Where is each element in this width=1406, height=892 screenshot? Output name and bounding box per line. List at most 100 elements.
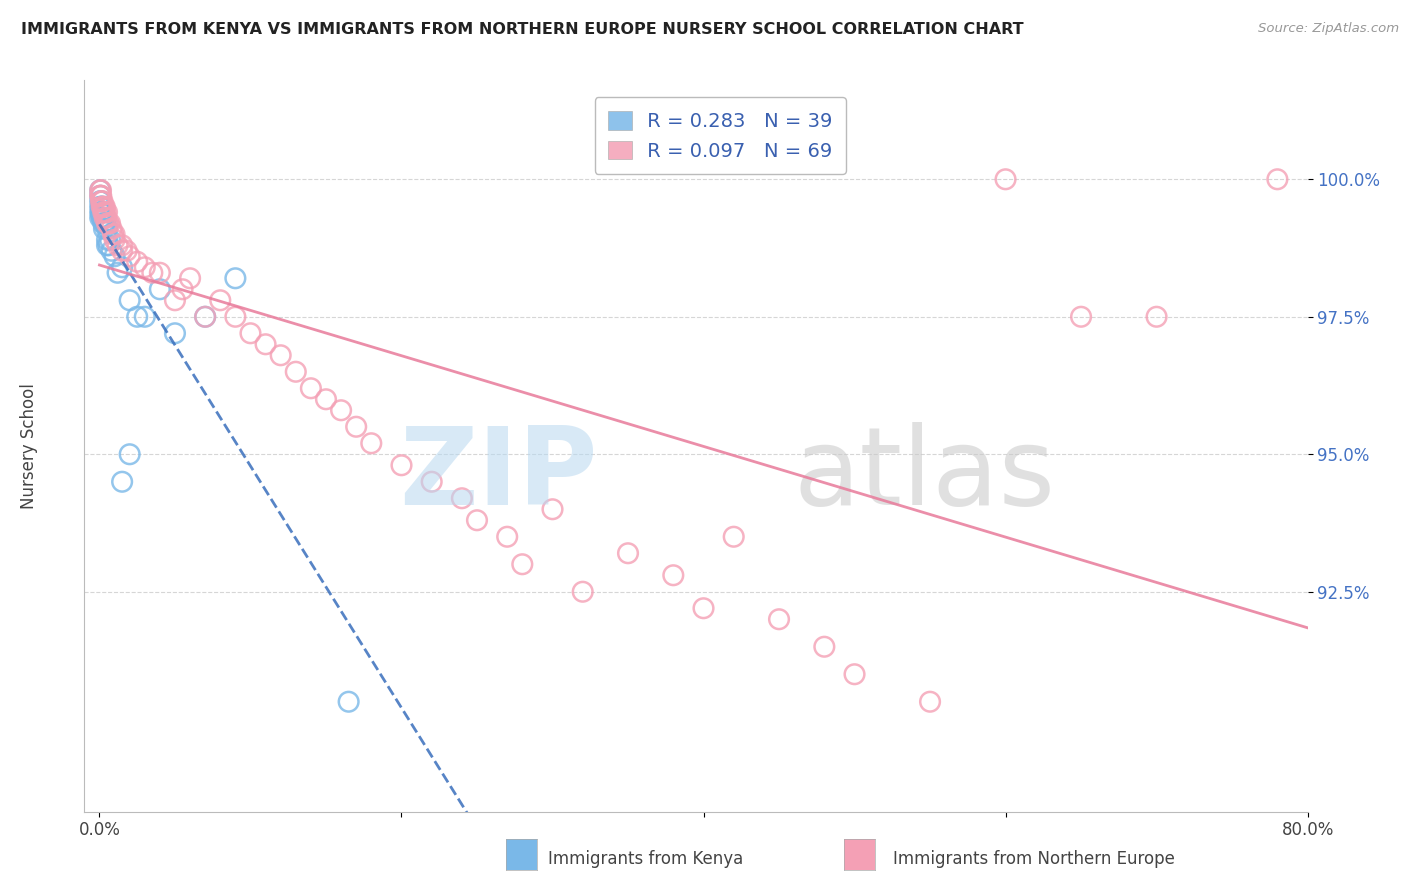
Point [96,233,118,247]
Point [451,491,474,506]
Point [224,310,246,324]
Point [100,244,122,258]
Point [93,216,115,230]
Point [90,200,112,214]
Text: Source: ZipAtlas.com: Source: ZipAtlas.com [1258,22,1399,36]
Point [172,282,194,296]
Point [98,233,121,247]
Point [93,211,115,225]
Point [94,216,117,230]
Point [344,419,367,434]
Point [90,194,112,209]
Point [93,221,115,235]
Point [149,282,172,296]
Point [96,238,118,252]
Point [103,227,125,242]
Point [89,188,111,202]
Point [239,326,262,341]
Point [90,211,112,225]
Point [97,238,120,252]
Point [149,266,172,280]
Point [100,221,122,235]
Point [224,271,246,285]
Point [617,546,640,560]
Point [337,695,360,709]
Point [91,200,114,214]
Point [115,244,138,258]
Point [118,447,141,461]
Point [93,205,115,219]
Point [111,260,134,275]
Point [118,249,141,263]
Point [111,475,134,489]
Point [270,348,292,362]
Point [299,381,322,395]
Point [391,458,413,473]
Point [89,188,111,202]
Point [141,266,163,280]
Point [103,233,125,247]
Text: IMMIGRANTS FROM KENYA VS IMMIGRANTS FROM NORTHERN EUROPE NURSERY SCHOOL CORRELAT: IMMIGRANTS FROM KENYA VS IMMIGRANTS FROM… [21,22,1024,37]
Point [94,205,117,219]
Point [111,238,134,252]
Point [127,310,149,324]
Point [89,211,111,225]
Point [662,568,685,582]
Point [1146,310,1168,324]
Point [90,194,112,209]
Point [89,200,111,214]
Point [1070,310,1092,324]
Point [89,183,111,197]
Point [163,293,186,308]
Point [90,205,112,219]
Point [96,216,118,230]
Point [111,244,134,258]
Point [93,211,115,225]
Point [90,194,112,209]
Point [93,200,115,214]
Point [541,502,564,516]
Point [93,200,115,214]
Point [90,183,112,197]
Point [91,200,114,214]
Point [692,601,714,615]
Point [496,530,519,544]
Point [127,254,149,268]
Point [465,513,488,527]
Point [90,200,112,214]
Point [918,695,941,709]
Point [134,260,156,275]
Point [134,310,156,324]
Point [360,436,382,450]
Legend:  R = 0.283   N = 39,  R = 0.097   N = 69: R = 0.283 N = 39, R = 0.097 N = 69 [595,97,846,174]
Point [96,205,118,219]
Point [723,530,745,544]
Point [194,310,217,324]
Point [768,612,790,626]
Point [107,238,129,252]
Point [254,337,277,351]
Point [90,205,112,219]
Point [89,194,111,209]
Point [91,211,114,225]
Point [330,403,353,417]
Point [96,221,118,235]
Point [98,216,121,230]
Point [163,326,186,341]
Point [194,310,217,324]
Point [90,188,112,202]
Point [510,558,533,572]
Point [844,667,866,681]
Point [91,205,114,219]
Point [1267,172,1289,186]
Point [209,293,232,308]
Point [89,183,111,197]
Point [813,640,835,654]
Point [118,293,141,308]
Point [571,584,593,599]
Point [315,392,337,407]
Point [284,365,307,379]
Point [420,475,443,489]
Point [89,205,111,219]
Point [103,249,125,263]
